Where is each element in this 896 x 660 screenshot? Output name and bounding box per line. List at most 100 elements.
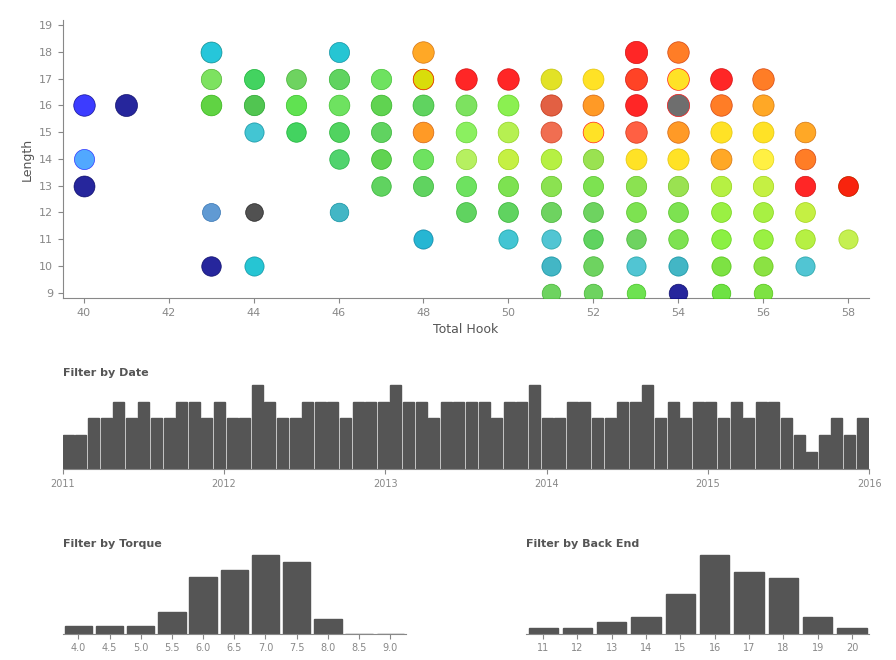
Point	[756, 73, 771, 84]
Bar	[159, 612, 185, 634]
Point	[289, 127, 304, 137]
Point	[628, 47, 642, 57]
Bar	[680, 418, 691, 469]
Bar	[819, 436, 830, 469]
Point	[756, 180, 771, 191]
Bar	[781, 418, 792, 469]
Bar	[566, 401, 578, 469]
Point	[671, 100, 685, 111]
Point	[628, 180, 642, 191]
Point	[332, 154, 346, 164]
Text: Filter by Date: Filter by Date	[63, 368, 149, 378]
Point	[671, 154, 685, 164]
Bar	[289, 418, 300, 469]
Point	[204, 261, 219, 271]
Point	[628, 288, 642, 298]
Bar	[125, 418, 137, 469]
Point	[246, 207, 261, 218]
Bar	[264, 401, 275, 469]
Point	[756, 127, 771, 137]
Bar	[597, 622, 626, 634]
Point	[671, 180, 685, 191]
Bar	[529, 385, 540, 469]
Bar	[283, 562, 310, 634]
Point	[459, 127, 473, 137]
Point	[374, 100, 388, 111]
Bar	[838, 628, 866, 634]
Bar	[327, 401, 339, 469]
Point	[713, 261, 728, 271]
Point	[756, 234, 771, 245]
Point	[459, 154, 473, 164]
Point	[544, 207, 558, 218]
Bar	[63, 436, 73, 469]
Point	[756, 261, 771, 271]
Bar	[96, 626, 124, 634]
Bar	[735, 572, 763, 634]
Point	[713, 73, 728, 84]
Point	[374, 154, 388, 164]
Bar	[453, 401, 464, 469]
Bar	[592, 418, 603, 469]
Point	[713, 100, 728, 111]
Bar	[441, 401, 452, 469]
Point	[713, 288, 728, 298]
Bar	[491, 418, 502, 469]
Point	[756, 154, 771, 164]
Point	[756, 288, 771, 298]
Bar	[151, 418, 162, 469]
Bar	[416, 401, 426, 469]
Point	[671, 288, 685, 298]
Point	[332, 127, 346, 137]
Bar	[220, 570, 248, 634]
Bar	[189, 401, 200, 469]
Point	[204, 73, 219, 84]
Bar	[529, 628, 557, 634]
Bar	[227, 418, 237, 469]
Bar	[718, 418, 729, 469]
Point	[840, 180, 855, 191]
Bar	[755, 401, 767, 469]
Bar	[189, 577, 217, 634]
Bar	[177, 401, 187, 469]
Point	[204, 47, 219, 57]
Point	[798, 234, 813, 245]
Point	[756, 100, 771, 111]
Bar	[252, 385, 263, 469]
Point	[671, 261, 685, 271]
Bar	[541, 418, 553, 469]
Point	[798, 261, 813, 271]
Point	[671, 234, 685, 245]
Point	[501, 73, 515, 84]
Point	[671, 47, 685, 57]
Bar	[365, 401, 376, 469]
Point	[544, 261, 558, 271]
Point	[289, 100, 304, 111]
X-axis label: Total Hook: Total Hook	[434, 323, 498, 337]
Point	[671, 127, 685, 137]
Point	[544, 73, 558, 84]
Point	[586, 180, 600, 191]
Point	[332, 47, 346, 57]
Point	[119, 100, 134, 111]
Bar	[65, 626, 92, 634]
Point	[417, 154, 431, 164]
Point	[77, 100, 91, 111]
Point	[586, 288, 600, 298]
Point	[501, 100, 515, 111]
Bar	[794, 436, 805, 469]
Bar	[666, 595, 695, 634]
Point	[332, 100, 346, 111]
Bar	[466, 401, 477, 469]
Point	[501, 234, 515, 245]
Bar	[403, 401, 414, 469]
Point	[204, 100, 219, 111]
Bar	[314, 401, 326, 469]
Point	[713, 154, 728, 164]
Bar	[239, 418, 250, 469]
Bar	[554, 418, 565, 469]
Bar	[314, 619, 341, 634]
Bar	[378, 401, 389, 469]
Bar	[113, 401, 125, 469]
Point	[501, 180, 515, 191]
